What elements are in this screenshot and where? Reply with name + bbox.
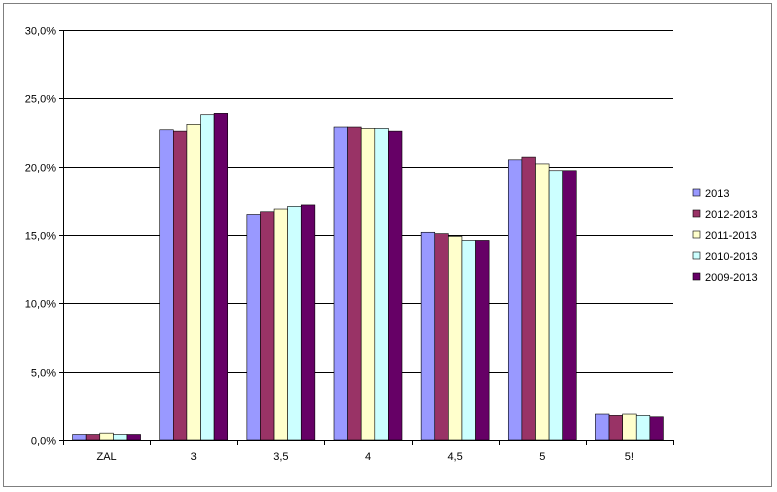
legend-swatch	[692, 230, 701, 239]
bar	[635, 415, 651, 441]
x-tick-label: ZAL	[97, 451, 117, 463]
bar	[186, 124, 201, 441]
legend-label: 2009-2013	[705, 272, 758, 284]
bar	[374, 128, 389, 441]
y-tick-label: 10,0%	[25, 299, 56, 311]
bar	[333, 126, 348, 441]
y-tick-label: 30,0%	[25, 26, 56, 38]
bar	[475, 240, 490, 441]
legend-swatch	[692, 188, 701, 197]
y-tick-label: 25,0%	[25, 94, 56, 106]
x-tick-label: 5	[539, 451, 545, 463]
bar	[287, 206, 302, 441]
bar	[347, 126, 362, 441]
y-tick-label: 15,0%	[25, 231, 56, 243]
y-tick-label: 0,0%	[31, 436, 56, 448]
bar	[72, 434, 87, 441]
bar	[448, 236, 463, 441]
legend-swatch	[692, 272, 701, 281]
bar	[213, 113, 229, 441]
bar	[360, 128, 376, 441]
bar	[595, 413, 610, 441]
bar	[434, 233, 449, 441]
bar	[99, 432, 114, 441]
x-tick-label: 4,5	[447, 451, 462, 463]
legend-label: 2011-2013	[705, 230, 757, 242]
legend-label: 2010-2013	[705, 251, 758, 263]
legend-swatch	[692, 209, 701, 218]
x-axis-ticks: ZAL 3 3,5 4 4,5 5 5!	[97, 451, 634, 463]
y-tick-label: 20,0%	[25, 163, 56, 175]
bar	[173, 130, 188, 441]
bar	[535, 163, 550, 441]
axes	[59, 30, 674, 445]
bar	[113, 434, 128, 441]
legend-label: 2013	[705, 188, 729, 200]
x-tick-label: 3,5	[273, 451, 288, 463]
bar	[300, 204, 316, 441]
bar	[548, 170, 563, 441]
legend-label: 2012-2013	[705, 209, 758, 221]
bar	[126, 434, 141, 441]
bar	[246, 214, 261, 441]
y-tick-label: 5,0%	[31, 368, 56, 380]
bar	[521, 156, 536, 441]
bar	[608, 415, 623, 441]
bar	[461, 240, 476, 441]
bar	[649, 416, 664, 441]
bar	[622, 413, 637, 441]
legend-swatch	[692, 251, 701, 260]
y-axis-ticks: 0,0% 5,0% 10,0% 15,0% 20,0% 25,0% 30,0%	[25, 26, 56, 448]
bar	[200, 114, 215, 441]
bar	[260, 211, 275, 441]
x-tick-label: 3	[191, 451, 197, 463]
bar	[507, 159, 523, 441]
bars	[72, 113, 664, 441]
bar	[85, 434, 101, 441]
bar	[420, 231, 436, 441]
bar	[159, 129, 174, 441]
bar	[388, 130, 403, 441]
legend: 2013 2012-2013 2011-2013 2010-2013 2009-2013	[692, 188, 758, 284]
x-tick-label: 5!	[625, 451, 634, 463]
bar	[562, 170, 577, 441]
bar	[273, 208, 288, 441]
x-tick-label: 4	[365, 451, 371, 463]
